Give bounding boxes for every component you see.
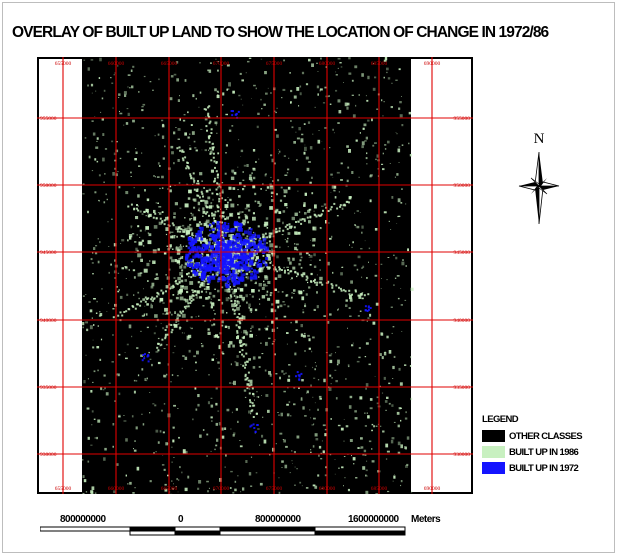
legend-label: BUILT UP IN 1972 bbox=[509, 463, 579, 474]
y-tick-label-left: 940000 bbox=[40, 318, 57, 324]
x-tick-label-top: 680000 bbox=[319, 61, 336, 67]
y-tick-label-right: 935000 bbox=[454, 385, 471, 391]
legend-swatch bbox=[482, 430, 505, 442]
y-tick-label-right: 940000 bbox=[454, 318, 471, 324]
satellite-imagery bbox=[82, 57, 414, 494]
x-tick-label-bottom: 675000 bbox=[266, 486, 283, 492]
grid-tick-labels: 655000 655000 660000 660000 665000 665000 6700… bbox=[40, 61, 470, 492]
legend-label: BUILT UP IN 1986 bbox=[509, 447, 579, 458]
imagery-background bbox=[82, 57, 411, 494]
x-tick-label-top: 685000 bbox=[371, 61, 388, 67]
x-tick-label-top: 655000 bbox=[55, 61, 72, 67]
scale-label: 800000000 bbox=[60, 514, 106, 525]
x-tick-label-top: 665000 bbox=[161, 61, 178, 67]
scale-unit: Meters bbox=[411, 514, 441, 525]
legend-swatch bbox=[482, 462, 505, 474]
x-tick-label-bottom: 660000 bbox=[108, 486, 125, 492]
x-tick-label-top: 660000 bbox=[108, 61, 125, 67]
y-tick-label-right: 930000 bbox=[454, 452, 471, 458]
scale-label: 1600000000 bbox=[348, 514, 399, 525]
x-tick-label-bottom: 685000 bbox=[371, 486, 388, 492]
y-tick-label-right: 950000 bbox=[454, 183, 471, 189]
y-tick-label-left: 955000 bbox=[40, 116, 57, 122]
north-label: N bbox=[534, 131, 545, 147]
coordinate-grid bbox=[37, 57, 473, 494]
y-tick-label-left: 930000 bbox=[40, 452, 57, 458]
legend-title: LEGEND bbox=[482, 414, 519, 425]
x-tick-label-bottom: 655000 bbox=[55, 486, 72, 492]
north-arrow: N bbox=[517, 126, 561, 236]
scale-label: 800000000 bbox=[255, 514, 301, 525]
legend-label: OTHER CLASSES bbox=[509, 431, 583, 442]
x-tick-label-bottom: 670000 bbox=[213, 486, 230, 492]
compass-rose-icon bbox=[518, 151, 560, 225]
y-tick-label-left: 945000 bbox=[40, 250, 57, 256]
scale-label: 0 bbox=[178, 514, 184, 525]
y-tick-label-right: 945000 bbox=[454, 250, 471, 256]
page-border bbox=[2, 2, 615, 553]
map-title: OVERLAY OF BUILT UP LAND TO SHOW THE LOC… bbox=[12, 24, 549, 41]
x-tick-label-top: 690000 bbox=[424, 61, 441, 67]
legend-swatch bbox=[482, 446, 505, 458]
y-tick-label-left: 935000 bbox=[40, 385, 57, 391]
x-tick-label-bottom: 680000 bbox=[319, 486, 336, 492]
y-tick-label-right: 955000 bbox=[454, 116, 471, 122]
x-tick-label-bottom: 690000 bbox=[424, 486, 441, 492]
map-canvas: 655000 655000 660000 660000 665000 665000 6700… bbox=[37, 57, 473, 494]
x-tick-label-bottom: 665000 bbox=[161, 486, 178, 492]
x-tick-label-top: 670000 bbox=[213, 61, 230, 67]
scale-bar bbox=[40, 526, 406, 536]
x-tick-label-top: 675000 bbox=[266, 61, 283, 67]
y-tick-label-left: 950000 bbox=[40, 183, 57, 189]
